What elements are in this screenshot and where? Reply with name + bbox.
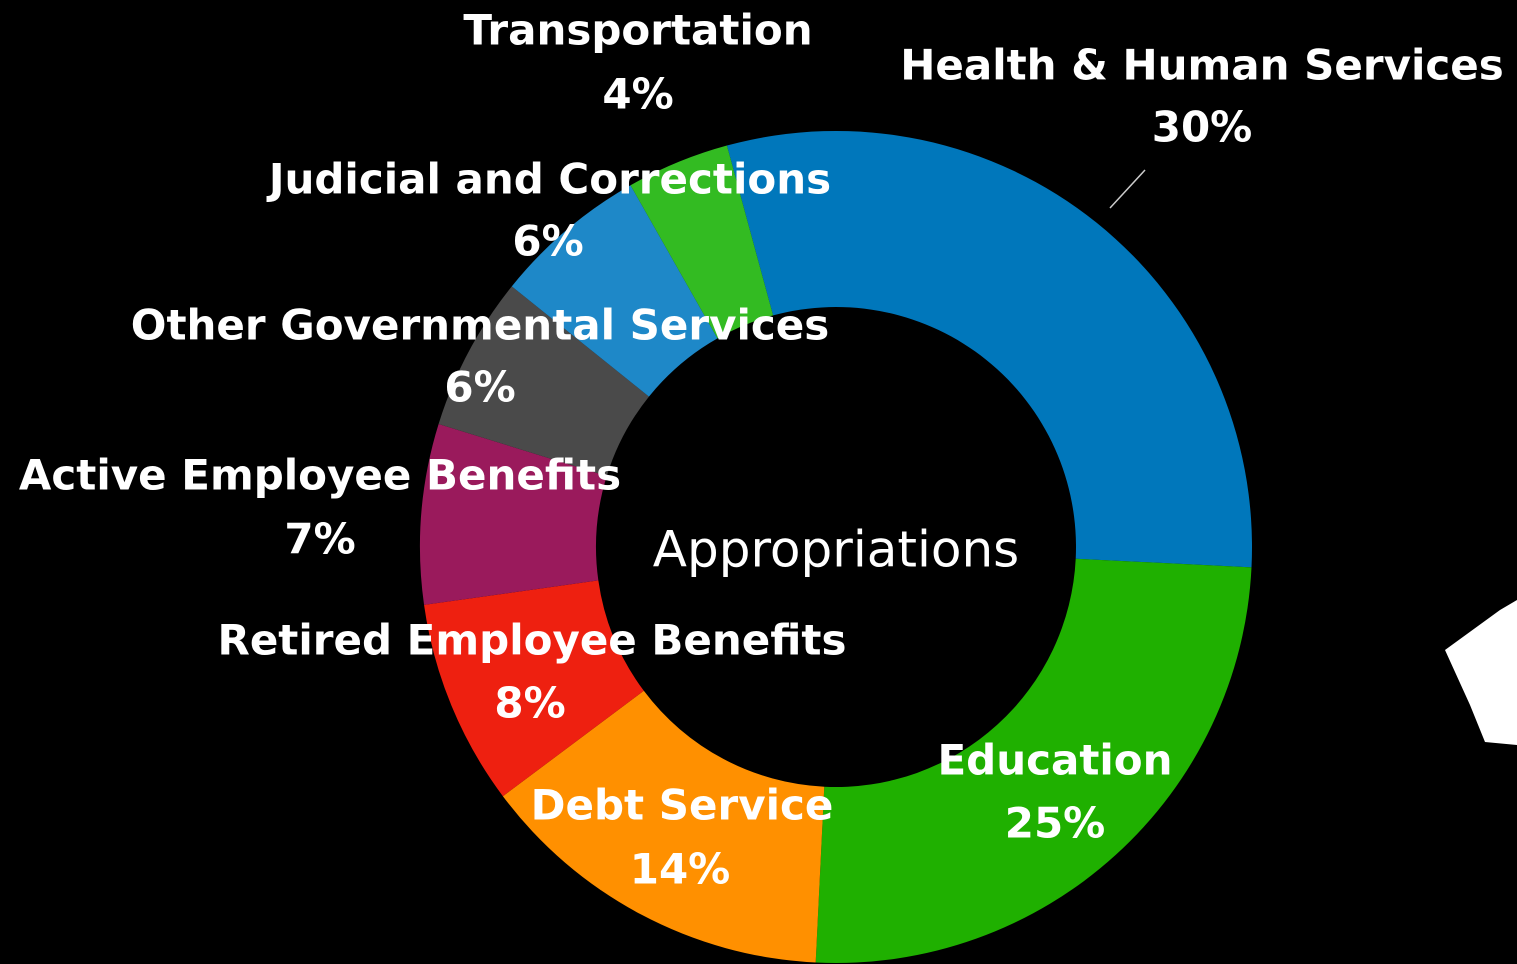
category-label: Retired Employee Benefits <box>217 616 846 665</box>
value-label: 8% <box>494 679 565 728</box>
value-label: 6% <box>444 363 515 412</box>
category-label: Debt Service <box>531 781 834 830</box>
donut-segment <box>502 690 825 963</box>
value-label: 25% <box>1005 799 1106 848</box>
leader-line <box>1109 169 1146 209</box>
category-label: Other Governmental Services <box>131 301 830 350</box>
donut-segment <box>420 423 607 605</box>
donut-segment <box>815 558 1252 963</box>
value-label: 7% <box>284 515 355 564</box>
chart-title: Appropriations <box>653 521 1019 579</box>
labels: Health & Human Services 30% Education 25% De… <box>19 6 1504 894</box>
value-label: 14% <box>630 845 731 894</box>
value-label: 4% <box>602 70 673 119</box>
value-label: 30% <box>1152 103 1253 152</box>
value-label: 6% <box>512 217 583 266</box>
donut-segment <box>424 580 644 797</box>
category-label: Transportation <box>463 6 812 55</box>
donut-segment <box>630 145 774 339</box>
donut <box>420 131 1252 963</box>
category-label: Education <box>937 736 1172 785</box>
donut-segment <box>438 286 649 477</box>
donut-segment <box>726 131 1252 568</box>
category-label: Judicial and Corrections <box>266 155 831 204</box>
map-decoration <box>1445 600 1517 745</box>
donut-segment <box>511 185 718 397</box>
category-label: Active Employee Benefits <box>19 451 621 500</box>
category-label: Health & Human Services <box>900 41 1504 90</box>
